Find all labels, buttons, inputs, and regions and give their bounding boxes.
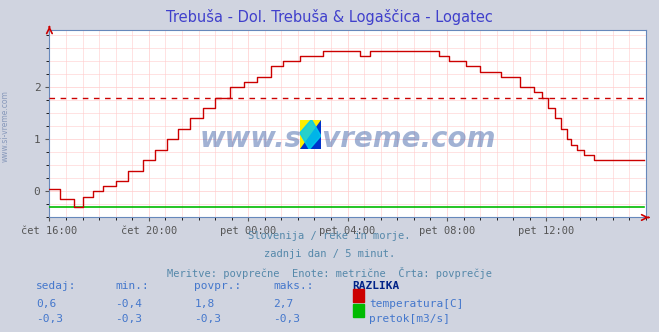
Text: 2,7: 2,7 <box>273 299 294 309</box>
Text: -0,3: -0,3 <box>36 314 63 324</box>
Text: -0,3: -0,3 <box>273 314 301 324</box>
Polygon shape <box>300 120 321 149</box>
Text: Meritve: povprečne  Enote: metrične  Črta: povprečje: Meritve: povprečne Enote: metrične Črta:… <box>167 267 492 279</box>
Text: -0,3: -0,3 <box>194 314 221 324</box>
Text: -0,3: -0,3 <box>115 314 142 324</box>
Text: maks.:: maks.: <box>273 281 314 290</box>
Text: zadnji dan / 5 minut.: zadnji dan / 5 minut. <box>264 249 395 259</box>
Text: www.si-vreme.com: www.si-vreme.com <box>200 125 496 153</box>
Text: 1,8: 1,8 <box>194 299 215 309</box>
Text: RAZLIKA: RAZLIKA <box>353 281 400 290</box>
Text: www.si-vreme.com: www.si-vreme.com <box>1 90 10 162</box>
Text: Trebuša - Dol. Trebuša & Logaščica - Logatec: Trebuša - Dol. Trebuša & Logaščica - Log… <box>166 9 493 25</box>
Text: temperatura[C]: temperatura[C] <box>369 299 463 309</box>
Text: povpr.:: povpr.: <box>194 281 242 290</box>
Text: Slovenija / reke in morje.: Slovenija / reke in morje. <box>248 231 411 241</box>
Text: sedaj:: sedaj: <box>36 281 76 290</box>
Text: 0,6: 0,6 <box>36 299 57 309</box>
Text: min.:: min.: <box>115 281 149 290</box>
Text: -0,4: -0,4 <box>115 299 142 309</box>
Text: pretok[m3/s]: pretok[m3/s] <box>369 314 450 324</box>
Polygon shape <box>300 120 321 149</box>
